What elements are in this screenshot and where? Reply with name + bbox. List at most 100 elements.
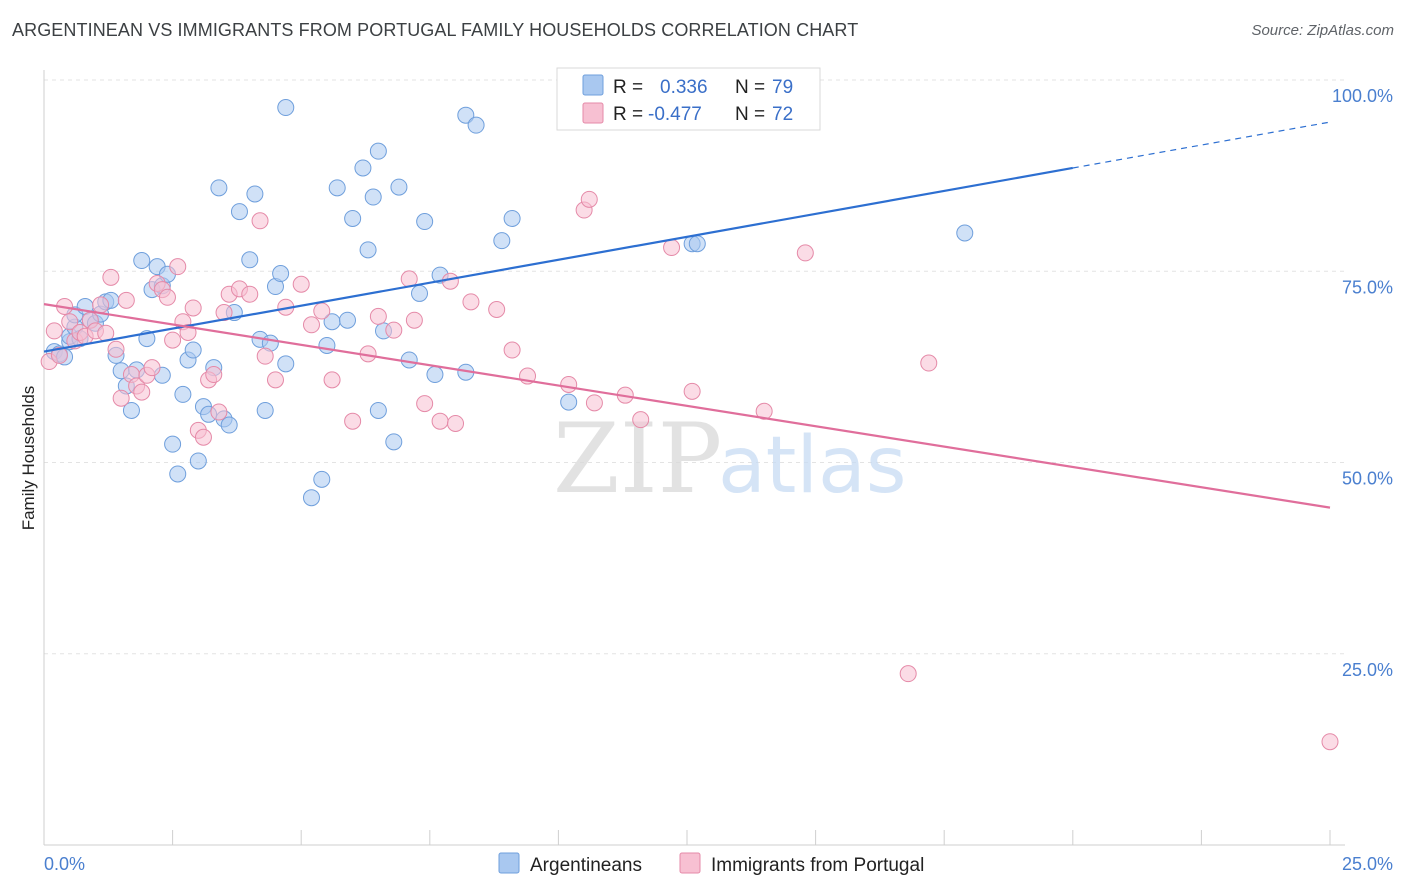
legend-n-label-0: N = <box>735 77 765 98</box>
data-point <box>133 383 151 401</box>
legend-n-value-1: 72 <box>772 104 793 125</box>
data-point <box>663 239 681 257</box>
data-point <box>205 366 223 384</box>
data-point <box>369 401 387 419</box>
data-point <box>411 284 429 302</box>
data-point <box>441 272 459 290</box>
bottom-legend-label-portugal: Immigrants from Portugal <box>711 855 924 876</box>
legend-r-value-0: 0.336 <box>660 77 708 98</box>
data-point <box>256 401 274 419</box>
data-point <box>169 465 187 483</box>
data-point <box>462 293 480 311</box>
data-point <box>585 394 603 412</box>
data-point <box>230 203 248 221</box>
data-point <box>369 142 387 160</box>
y-tick-label: 75.0% <box>1342 277 1393 297</box>
data-point <box>560 393 578 411</box>
data-point <box>302 316 320 334</box>
data-point <box>344 412 362 430</box>
data-point <box>447 414 465 432</box>
data-point <box>323 371 341 389</box>
data-point <box>302 489 320 507</box>
data-point <box>210 403 228 421</box>
data-point <box>493 232 511 250</box>
axes <box>43 70 1345 846</box>
data-point <box>277 99 295 117</box>
x-tick-label: 0.0% <box>44 854 85 874</box>
data-point <box>220 416 238 434</box>
y-axis-title: Family Households <box>19 386 38 531</box>
y-tick-label: 100.0% <box>1332 86 1393 106</box>
data-point <box>122 401 140 419</box>
x-tick-label: 25.0% <box>1342 854 1393 874</box>
data-point <box>385 321 403 339</box>
legend-n-label-1: N = <box>735 104 765 125</box>
y-tick-label: 25.0% <box>1342 660 1393 680</box>
trend-line-dashed-0 <box>1072 121 1331 169</box>
legend-n-value-0: 79 <box>772 77 793 98</box>
data-point <box>503 209 521 227</box>
data-point <box>189 452 207 470</box>
data-point <box>292 275 310 293</box>
bottom-legend: Argentineans Immigrants from Portugal <box>498 852 924 876</box>
data-point <box>164 435 182 453</box>
x-ticks <box>43 830 1331 845</box>
legend-swatch-portugal <box>582 102 604 124</box>
data-point <box>158 288 176 306</box>
data-point <box>174 385 192 403</box>
top-legend: R = 0.336 N = 79 R = -0.477 N = 72 <box>556 67 821 131</box>
trend-layer <box>43 121 1331 509</box>
data-point <box>580 190 598 208</box>
chart-title: ARGENTINEAN VS IMMIGRANTS FROM PORTUGAL … <box>12 20 859 40</box>
y-tick-label: 50.0% <box>1342 469 1393 489</box>
data-point <box>457 106 475 124</box>
data-point <box>256 347 274 365</box>
data-point <box>416 213 434 231</box>
data-point <box>241 285 259 303</box>
data-point <box>338 311 356 329</box>
tick-labels: 25.0% 50.0% 75.0% 100.0% 0.0% 25.0% <box>44 86 1393 874</box>
data-point <box>354 159 372 177</box>
data-point <box>683 382 701 400</box>
data-point <box>688 235 706 253</box>
data-point <box>164 331 182 349</box>
watermark: ZIP atlas <box>553 403 907 515</box>
data-point <box>50 346 68 364</box>
data-point <box>632 411 650 429</box>
data-point <box>416 395 434 413</box>
data-point <box>61 313 79 331</box>
data-point <box>956 224 974 242</box>
data-point <box>107 340 125 358</box>
bottom-legend-swatch-argentineans <box>498 852 520 874</box>
data-point <box>390 178 408 196</box>
data-point <box>920 354 938 372</box>
legend-r-label-1: R = <box>613 104 643 125</box>
data-point <box>1321 733 1339 751</box>
data-point <box>899 665 917 683</box>
data-point <box>133 252 151 270</box>
data-point <box>405 311 423 329</box>
legend-swatch-argentineans <box>582 74 604 96</box>
data-point <box>385 433 403 451</box>
data-point <box>210 179 228 197</box>
data-point <box>755 402 773 420</box>
data-point <box>344 209 362 227</box>
watermark-atlas: atlas <box>718 421 907 511</box>
data-point <box>467 116 485 134</box>
data-point <box>503 341 521 359</box>
data-point <box>92 296 110 314</box>
data-point <box>488 301 506 318</box>
data-point <box>560 375 578 393</box>
data-point <box>364 188 382 206</box>
data-point <box>359 241 377 259</box>
data-point <box>241 251 259 269</box>
data-point <box>313 470 331 488</box>
data-point <box>45 322 63 340</box>
data-point <box>426 366 444 384</box>
data-point <box>313 302 331 320</box>
data-point <box>266 371 284 389</box>
data-point <box>112 389 130 407</box>
data-point <box>194 428 212 446</box>
data-point <box>318 336 336 354</box>
data-point <box>143 359 161 377</box>
